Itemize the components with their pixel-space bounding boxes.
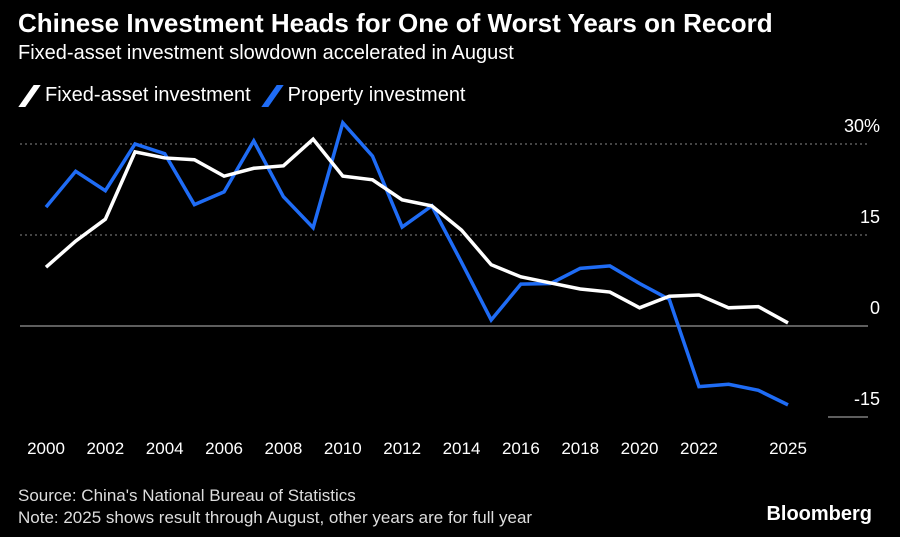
y-tick-label: 15 [860, 207, 880, 227]
source-text: Source: China's National Bureau of Stati… [18, 486, 356, 505]
x-tick-label: 2025 [769, 439, 807, 458]
x-tick-label: 2002 [86, 439, 124, 458]
chart-subtitle: Fixed-asset investment slowdown accelera… [18, 42, 514, 64]
x-tick-label: 2004 [146, 439, 184, 458]
series-line-fixed-asset-investment [44, 136, 789, 325]
chart-title: Chinese Investment Heads for One of Wors… [18, 8, 773, 38]
series-line-property-investment [44, 119, 789, 407]
bloomberg-logo: Bloomberg [766, 503, 872, 525]
x-tick-label: 2006 [205, 439, 243, 458]
x-tick-label: 2014 [443, 439, 481, 458]
y-tick-label: 30% [844, 116, 880, 136]
x-tick-label: 2010 [324, 439, 362, 458]
legend: Fixed-asset investment Property investme… [18, 84, 476, 107]
x-tick-label: 2000 [27, 439, 65, 458]
x-tick-label: 2018 [561, 439, 599, 458]
source-note: Source: China's National Bureau of Stati… [18, 485, 532, 529]
legend-label: Property investment [287, 84, 466, 106]
x-tick-label: 2012 [383, 439, 421, 458]
legend-item-property: Property investment [260, 84, 466, 107]
note-text: Note: 2025 shows result through August, … [18, 508, 533, 527]
legend-label: Fixed-asset investment [45, 84, 251, 106]
y-tick-label: 0 [870, 298, 880, 318]
x-tick-label: 2016 [502, 439, 540, 458]
x-tick-label: 2020 [621, 439, 659, 458]
legend-item-fixed-asset: Fixed-asset investment [18, 84, 251, 107]
x-tick-label: 2008 [265, 439, 303, 458]
x-tick-label: 2022 [680, 439, 718, 458]
y-tick-label: -15 [854, 389, 880, 409]
